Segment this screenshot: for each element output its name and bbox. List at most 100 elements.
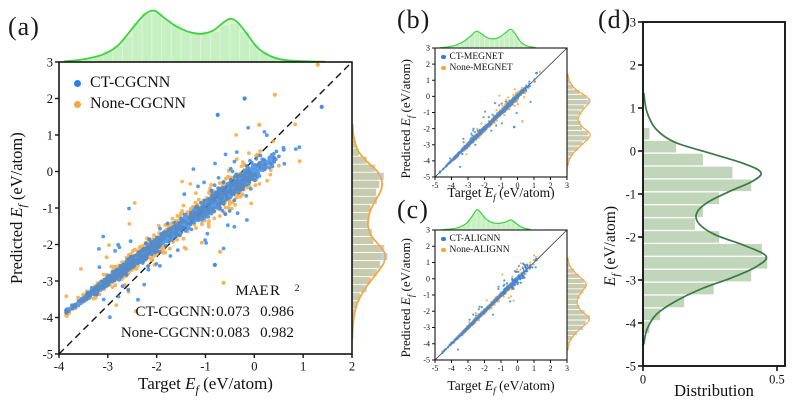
x-tick-label: -4 xyxy=(448,181,455,190)
y-tick-label: 0 xyxy=(630,144,636,158)
legend-item: CT-CGCNN xyxy=(74,74,186,92)
panel-b-xaxis-title: Target Ef (eV/atom) xyxy=(447,185,555,204)
kde-line-distribution xyxy=(642,92,768,345)
x-tick-label: -2 xyxy=(481,181,488,190)
stats-r2-value: 0.982 xyxy=(260,325,294,341)
y-tick-label: -4 xyxy=(423,157,430,166)
y-tick-label: -1 xyxy=(43,201,53,215)
y-tick-label: -4 xyxy=(626,316,637,330)
legend-label: None-MEGNET xyxy=(449,63,513,73)
x-tick-label: 2 xyxy=(549,364,553,373)
x-tick-label: 1 xyxy=(532,181,536,190)
panel-d-yaxis-title: Ef (eV/atom) xyxy=(601,206,623,287)
y-tick-label: 1 xyxy=(426,76,430,85)
y-tick-label: 1 xyxy=(630,101,636,115)
x-tick-label: -2 xyxy=(151,360,161,374)
x-tick-label: -4 xyxy=(54,360,65,374)
axis-ticks: -5 -4 -3 -2 -1 0 1 2 3 3 2 1 0 -1 -2 -3 -4 -5 xyxy=(423,226,569,373)
legend-item: CT-ALIGNN xyxy=(441,234,510,244)
marginal-histogram-top xyxy=(63,9,326,63)
y-tick-label: 0 xyxy=(47,165,53,179)
y-tick-label: 3 xyxy=(426,44,430,53)
y-tick-label: -1 xyxy=(626,187,636,201)
scatter-series xyxy=(441,264,532,355)
kde-line-right xyxy=(567,257,591,351)
x-tick-label: -5 xyxy=(432,364,439,373)
scatter-series xyxy=(64,125,302,320)
stats-mae-value: 0.083 xyxy=(216,325,250,341)
y-tick-label: -2 xyxy=(423,307,430,316)
scatter-layer xyxy=(64,62,324,320)
kde-line-top xyxy=(63,9,326,63)
kde-area-top xyxy=(63,10,326,62)
panel-a-legend: CT-CGCNN None-CGCNN xyxy=(74,74,186,113)
axis-ticks: -5 -4 -3 -2 -1 0 1 2 3 3 2 1 0 -1 -2 -3 -4 -5 xyxy=(423,44,569,190)
x-tick-label: 0 xyxy=(251,360,257,374)
panel-b: -5 -4 -3 -2 -1 0 1 2 3 3 2 1 0 -1 -2 -3 -4 -5 xyxy=(423,28,591,190)
marginal-histogram-top xyxy=(439,28,536,49)
marginal-histogram-top xyxy=(441,208,531,231)
stats-row-label: None-CGCNN: xyxy=(120,325,215,341)
x-tick-label: 0 xyxy=(516,364,520,373)
y-tick-label: -3 xyxy=(423,140,430,149)
panel-d: 0 0.5 3 2 1 0 -1 -2 -3 -4 -5 xyxy=(626,15,786,387)
legend-item: None-MEGNET xyxy=(441,63,513,73)
stats-r2-value: 0.986 xyxy=(260,304,294,320)
y-tick-label: -5 xyxy=(423,173,430,182)
y-tick-label: -3 xyxy=(423,323,430,332)
legend-label: None-CGCNN xyxy=(90,95,186,112)
x-tick-label: -1 xyxy=(498,181,505,190)
y-tick-label: -4 xyxy=(423,339,430,348)
scatter-series xyxy=(438,78,536,174)
y-tick-label: -2 xyxy=(43,238,53,252)
panel-c-xaxis-title: Target Ef (eV/atom) xyxy=(447,378,555,397)
y-tick-label: 1 xyxy=(426,258,430,267)
legend-marker-blue xyxy=(74,79,81,87)
x-tick-label: 3 xyxy=(565,364,569,373)
panel-a-yaxis-title: Predicted Ef (eV/atom) xyxy=(6,132,30,284)
legend-label: None-ALIGNN xyxy=(449,245,510,255)
y-tick-label: -4 xyxy=(43,311,54,325)
legend-marker-orange xyxy=(441,247,446,253)
x-tick-label: -3 xyxy=(465,364,472,373)
x-tick-label: -1 xyxy=(498,364,505,373)
y-tick-label: -2 xyxy=(626,230,636,244)
kde-line-right xyxy=(351,123,387,340)
legend-label: CT-ALIGNN xyxy=(449,234,501,244)
y-tick-label: -5 xyxy=(423,356,430,365)
marginal-histogram-right xyxy=(567,73,591,172)
kde-line-top xyxy=(439,28,536,49)
legend-marker-blue xyxy=(441,236,446,242)
marginal-histogram-right xyxy=(567,257,591,351)
y-tick-label: 2 xyxy=(47,92,53,106)
stats-mae-value: 0.073 xyxy=(216,304,250,320)
x-tick-label: -4 xyxy=(448,364,455,373)
legend-label: CT-MEGNET xyxy=(449,52,504,62)
panel-c-legend: CT-ALIGNN None-ALIGNN xyxy=(441,234,510,255)
y-tick-label: 2 xyxy=(426,60,430,69)
x-tick-label: 2 xyxy=(549,181,553,190)
panel-b-yaxis-title: Predicted Ef (eV/atom) xyxy=(398,59,416,179)
y-tick-label: 2 xyxy=(630,58,636,72)
kde-area-top xyxy=(439,29,536,48)
legend-marker-orange xyxy=(441,65,446,71)
y-tick-label: -2 xyxy=(423,124,430,133)
y-tick-label: 0 xyxy=(426,274,430,283)
y-tick-label: 2 xyxy=(426,242,430,251)
x-tick-label: 0.5 xyxy=(769,373,785,387)
y-tick-label: -1 xyxy=(423,291,430,300)
y-tick-label: 3 xyxy=(47,55,53,69)
x-tick-label: -5 xyxy=(432,181,439,190)
y-tick-label: -3 xyxy=(43,274,53,288)
marginal-histogram-right xyxy=(351,123,388,340)
scatter-layer xyxy=(438,70,541,174)
panel-c: -5 -4 -3 -2 -1 0 1 2 3 3 2 1 0 -1 -2 -3 -4 -5 xyxy=(423,208,591,373)
x-tick-label: 1 xyxy=(532,364,536,373)
x-tick-label: 2 xyxy=(349,360,355,374)
stats-header-mae: MAE xyxy=(235,283,269,299)
x-tick-label: 0 xyxy=(640,373,646,387)
